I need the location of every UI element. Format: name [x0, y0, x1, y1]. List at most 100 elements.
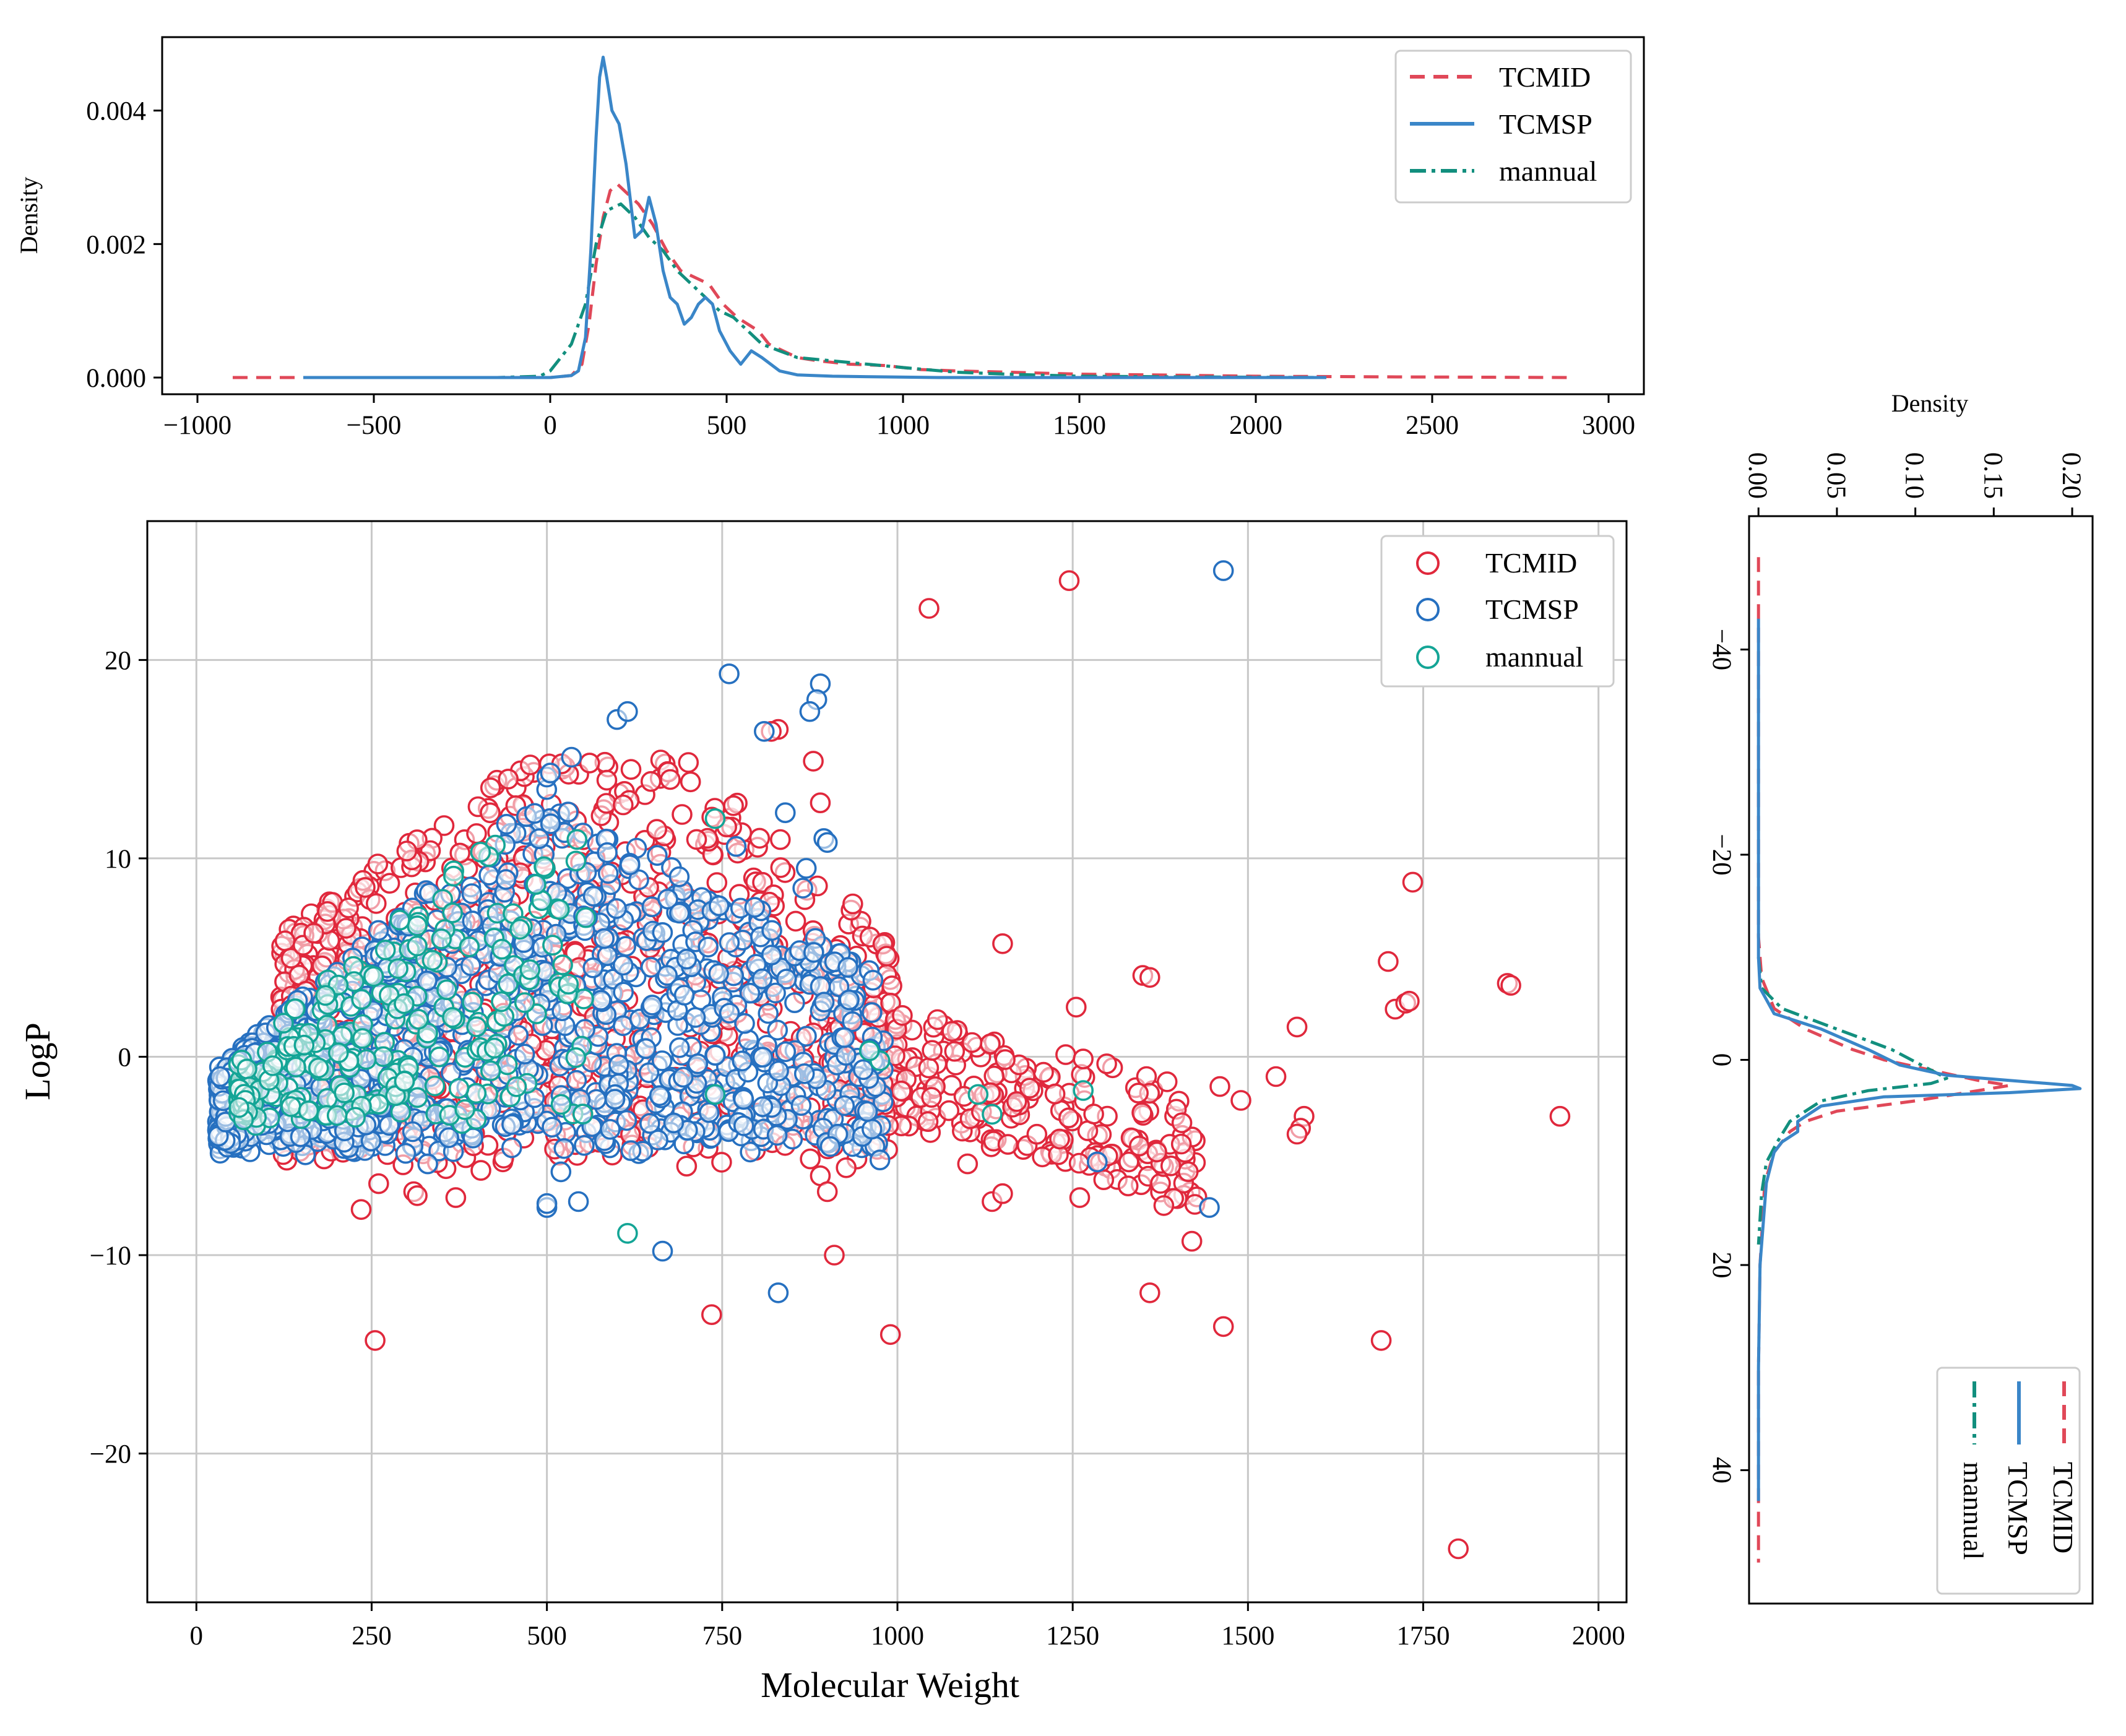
scatter-point-tcmid: [992, 933, 1013, 954]
scatter-point-tcmsp: [514, 1043, 535, 1064]
scatter-point-tcmsp: [836, 1045, 857, 1066]
scatter-point-tcmid: [335, 918, 356, 939]
scatter-point-mannual: [407, 935, 428, 957]
scatter-point-tcmsp: [869, 1149, 891, 1170]
right-legend: TCMID TCMSP mannual: [1936, 1367, 2081, 1595]
main-legend-label-tcmsp: TCMSP: [1485, 594, 1579, 625]
top-x-tick-label: 500: [707, 411, 747, 440]
scatter-point-tcmsp: [604, 1089, 626, 1110]
scatter-point-tcmsp: [616, 1110, 637, 1131]
scatter-point-tcmsp: [719, 1003, 740, 1024]
scatter-point-tcmsp: [839, 989, 860, 1011]
scatter-point-tcmid: [672, 804, 693, 825]
scatter-point-tcmsp: [594, 928, 615, 949]
scatter-point-tcmsp: [368, 920, 389, 941]
scatter-point-tcmid: [770, 857, 792, 878]
scatter-point-tcmsp: [669, 1037, 690, 1058]
scatter-point-tcmsp: [617, 701, 638, 722]
scatter-point-mannual: [465, 1082, 487, 1104]
scatter-point-tcmsp: [837, 957, 858, 978]
scatter-point-tcmid: [1212, 1316, 1234, 1337]
main-scatter-panel: 0 250 500 750 1000 1250 1500 1750 2000 −20 −10 0 10…: [17, 520, 1628, 1705]
right-density-line-tcmsp: [1757, 618, 2082, 1501]
top-y-tick-label: 0.004: [86, 97, 146, 126]
scatter-point-mannual: [858, 1040, 880, 1061]
scatter-point-tcmsp: [813, 991, 835, 1013]
top-y-ticks: 0.000 0.002 0.004: [86, 97, 162, 393]
scatter-point-tcmid: [995, 1049, 1016, 1070]
main-legend-label-mannual: mannual: [1485, 641, 1583, 673]
scatter-point-tcmsp: [803, 942, 824, 963]
scatter-point-tcmid: [1171, 1112, 1193, 1133]
scatter-point-tcmsp: [699, 1102, 720, 1123]
scatter-point-tcmid: [1049, 1128, 1070, 1150]
scatter-point-tcmsp: [834, 1027, 855, 1048]
scatter-point-tcmsp: [395, 1142, 417, 1164]
main-legend-label-tcmid: TCMID: [1485, 547, 1577, 579]
scatter-point-tcmid: [918, 1057, 940, 1079]
scatter-point-tcmsp: [639, 1113, 660, 1134]
scatter-point-tcmsp: [719, 932, 740, 953]
top-legend-label-tcmid: TCMID: [1499, 61, 1591, 93]
right-density-axis-title: Density: [1891, 389, 1968, 417]
scatter-point-tcmid: [1058, 1107, 1079, 1128]
right-logp-tick-label: 0: [1707, 1053, 1736, 1067]
scatter-point-tcmid: [1230, 1090, 1251, 1111]
scatter-point-tcmsp: [705, 1045, 726, 1066]
scatter-point-tcmsp: [568, 1191, 589, 1212]
scatter-point-tcmid: [927, 1009, 948, 1030]
scatter-point-mannual: [394, 993, 415, 1014]
scatter-point-tcmsp: [698, 936, 719, 958]
scatter-point-tcmid: [367, 853, 389, 874]
scatter-point-tcmsp: [663, 1112, 685, 1134]
scatter-series-mannual: [228, 808, 1094, 1244]
scatter-point-tcmsp: [524, 803, 545, 824]
main-y-tick-label: 20: [105, 646, 131, 675]
scatter-point-tcmid: [1118, 1151, 1139, 1173]
scatter-point-tcmid: [470, 1160, 491, 1181]
main-x-tick-label: 2000: [1572, 1622, 1625, 1651]
scatter-point-tcmid: [1117, 1175, 1139, 1196]
scatter-point-tcmid: [1170, 1133, 1192, 1155]
right-density-lines: [1757, 557, 2082, 1563]
scatter-point-tcmsp: [647, 845, 668, 866]
scatter-point-tcmid: [274, 930, 296, 951]
scatter-point-tcmid: [660, 769, 681, 790]
scatter-point-mannual: [548, 899, 570, 920]
scatter-point-tcmsp: [501, 1137, 522, 1159]
scatter-point-tcmid: [1402, 871, 1424, 893]
scatter-point-tcmid: [1096, 1053, 1117, 1074]
scatter-point-mannual: [373, 1046, 394, 1068]
scatter-point-tcmsp: [740, 1141, 761, 1163]
top-density-lines: [233, 55, 1574, 379]
scatter-point-mannual: [315, 985, 336, 1006]
scatter-point-tcmid: [686, 829, 707, 850]
scatter-point-tcmid: [640, 771, 662, 792]
scatter-point-tcmsp: [792, 878, 813, 899]
scatter-point-tcmsp: [612, 954, 634, 976]
scatter-point-tcmid: [303, 923, 324, 944]
scatter-point-tcmsp: [766, 1125, 788, 1146]
top-x-tick-label: 0: [543, 411, 557, 440]
scatter-point-mannual: [408, 1009, 429, 1030]
scatter-point-mannual: [326, 1105, 348, 1126]
scatter-point-tcmid: [997, 1134, 1019, 1155]
scatter-point-tcmid: [1006, 1091, 1027, 1112]
main-x-tick-label: 750: [702, 1622, 743, 1651]
scatter-point-tcmsp: [733, 1115, 754, 1136]
scatter-point-tcmsp: [768, 1060, 789, 1082]
right-density-panel: 0.00 0.05 0.10 0.15 0.20 −40 −20 0 20 40 Density…: [1707, 389, 2094, 1605]
right-density-tick-label: 0.10: [1900, 452, 1929, 499]
scatter-point-tcmsp: [558, 801, 579, 823]
scatter-point-tcmsp: [739, 982, 761, 1004]
scatter-point-mannual: [550, 1094, 572, 1115]
scatter-point-tcmid: [701, 1304, 722, 1325]
top-x-ticks: −1000 −500 0 500 1000 1500 2000 2500 3000: [163, 394, 1635, 440]
main-y-tick-label: 0: [118, 1043, 132, 1072]
main-y-tick-label: −10: [90, 1242, 131, 1271]
main-legend-marker-tcmid: [1416, 551, 1440, 575]
scatter-point-tcmsp: [853, 1059, 874, 1081]
scatter-point-tcmid: [723, 795, 744, 816]
scatter-point-tcmid: [992, 1183, 1013, 1204]
scatter-point-tcmsp: [1199, 1197, 1220, 1218]
